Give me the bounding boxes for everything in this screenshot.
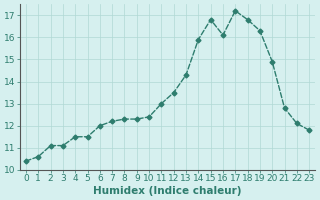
X-axis label: Humidex (Indice chaleur): Humidex (Indice chaleur): [93, 186, 242, 196]
